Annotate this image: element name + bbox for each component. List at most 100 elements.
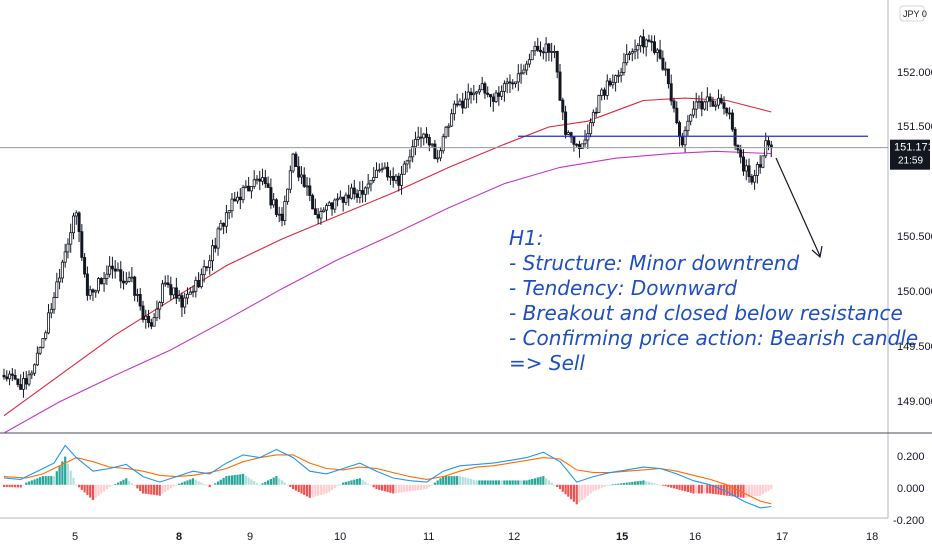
macd-histogram-bar — [16, 484, 19, 488]
macd-histogram-bar — [539, 476, 542, 485]
candle-body — [313, 208, 317, 215]
candle-body — [416, 136, 420, 140]
macd-histogram-bar — [314, 484, 317, 497]
candle-body — [405, 160, 409, 165]
time-tick-label: 11 — [423, 531, 434, 543]
candle-body — [8, 373, 12, 380]
macd-histogram-bar — [558, 484, 562, 490]
macd-histogram-bar — [642, 480, 645, 485]
macd-histogram-bar — [186, 480, 189, 485]
macd-histogram-bar — [339, 484, 342, 486]
macd-histogram-bar — [547, 480, 550, 485]
candle-body — [255, 178, 259, 181]
macd-histogram-bar — [464, 477, 467, 485]
candle-body — [130, 276, 134, 279]
candle-body — [274, 199, 278, 215]
macd-histogram-bar — [97, 484, 100, 496]
candle-body — [58, 277, 62, 283]
candle-body — [21, 378, 25, 390]
candle-body — [263, 177, 267, 185]
candle-body — [397, 175, 401, 186]
candle-body — [655, 49, 659, 53]
candle-body — [466, 91, 470, 100]
candle-body — [700, 100, 704, 110]
candle-body — [444, 126, 448, 138]
macd-histogram-bar — [27, 481, 31, 485]
candle-body — [430, 143, 434, 146]
price-scale[interactable]: 152.000 151.500 150.500 150.000 149.500 … — [897, 67, 932, 408]
candle-body — [566, 132, 570, 135]
macd-histogram-bar — [453, 476, 456, 485]
symbol-badge[interactable]: JPY 0 — [899, 5, 927, 22]
macd-histogram-bar — [686, 484, 689, 492]
macd-histogram-bar — [414, 484, 417, 491]
macd-histogram-bar — [734, 484, 737, 497]
macd-histogram-bar — [533, 478, 537, 485]
macd-histogram-bar — [47, 476, 50, 485]
macd-histogram-bar — [72, 477, 75, 485]
price-tick-label: 150.500 — [897, 231, 932, 243]
macd-histogram-bar — [125, 478, 128, 485]
candle-body — [708, 96, 712, 102]
candle-body — [544, 43, 548, 54]
macd-histogram-bar — [634, 481, 637, 485]
macd-histogram-bar — [472, 479, 475, 485]
candle-body — [477, 89, 481, 93]
macd-histogram-bar — [272, 477, 275, 485]
price-tag-value: 151.171 — [894, 142, 932, 154]
candle-body — [661, 57, 665, 70]
macd-histogram-bar — [567, 484, 570, 497]
macd-histogram-bar — [94, 484, 97, 498]
macd-histogram-bar — [19, 484, 22, 488]
price-tag-box — [890, 139, 930, 170]
candle-body — [169, 284, 173, 296]
candle-body — [625, 54, 629, 64]
macd-histogram-bar — [439, 478, 442, 485]
macd-line — [3, 444, 772, 509]
price-tick-label: 151.500 — [897, 121, 932, 133]
candle-body — [438, 150, 442, 159]
candle-body — [288, 170, 292, 190]
candle-body — [269, 187, 273, 206]
candle-body — [91, 289, 95, 293]
macd-histogram-bar — [394, 484, 398, 494]
candle-body — [578, 144, 582, 149]
macd-histogram-bar — [419, 484, 423, 490]
sell-arrow[interactable] — [775, 157, 823, 259]
macd-histogram-bar — [294, 484, 297, 491]
candle-body — [338, 196, 342, 200]
candle-body — [116, 269, 120, 272]
macd-scale[interactable]: 0.200 0.000 -0.200 — [893, 451, 925, 527]
macd-histogram-bar — [183, 481, 186, 485]
candle-body — [188, 291, 192, 295]
analysis-annotation[interactable]: H1: - Structure: Minor downtrend - Tende… — [509, 226, 918, 375]
macd-histogram-bar — [116, 482, 120, 485]
macd-histogram-bar — [433, 482, 436, 485]
macd-histogram-bar — [217, 481, 220, 485]
macd-histogram-bar — [364, 481, 367, 485]
candle-body — [641, 36, 645, 48]
time-axis[interactable]: 5 8 9 10 11 12 15 16 17 18 — [72, 531, 878, 543]
candle-body — [630, 51, 634, 54]
macd-histogram-bar — [219, 479, 222, 485]
macd-histogram-bar — [572, 484, 575, 502]
price-tick-label: 152.000 — [897, 67, 932, 79]
macd-histogram-bar — [617, 483, 620, 485]
macd-histogram-bar — [606, 484, 609, 486]
macd-histogram-bar — [5, 484, 8, 488]
macd-histogram-bar — [128, 480, 131, 485]
candle-body — [172, 287, 176, 296]
macd-histogram-bar — [55, 471, 58, 485]
macd-histogram-bar — [103, 484, 106, 492]
time-tick-label: 18 — [866, 531, 878, 543]
candle-body — [569, 132, 573, 138]
macd-histogram-bar — [36, 478, 39, 485]
candle-body — [33, 364, 37, 374]
candle-body — [450, 113, 454, 127]
candle-body — [653, 41, 657, 53]
macd-histogram-bar — [525, 480, 528, 485]
macd-histogram-bar — [589, 484, 592, 494]
macd-histogram-bar — [425, 484, 428, 490]
macd-histogram-bar — [561, 484, 564, 492]
